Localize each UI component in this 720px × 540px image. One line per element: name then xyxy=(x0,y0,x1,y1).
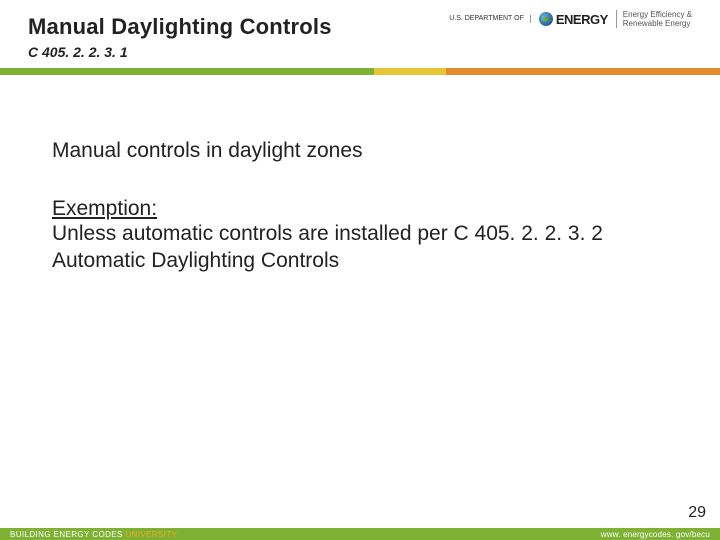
footer-org: BUILDING ENERGY CODES UNIVERSITY xyxy=(10,530,177,539)
bar-segment-green xyxy=(0,68,374,75)
header: Manual Daylighting Controls C 405. 2. 2.… xyxy=(0,0,720,60)
page-number: 29 xyxy=(688,504,706,522)
exemption-text: Unless automatic controls are installed … xyxy=(52,222,603,272)
eere-line2: Renewable Energy xyxy=(623,19,691,28)
slide: Manual Daylighting Controls C 405. 2. 2.… xyxy=(0,0,720,540)
energy-logo: ENERGY xyxy=(539,12,608,27)
bar-segment-orange xyxy=(446,68,720,75)
section-code: C 405. 2. 2. 3. 1 xyxy=(28,44,332,60)
eere-label: Energy Efficiency & Renewable Energy xyxy=(616,10,692,28)
exemption-block: Exemption: Unless automatic controls are… xyxy=(52,197,674,275)
footer-bar: BUILDING ENERGY CODES UNIVERSITY www. en… xyxy=(0,528,720,540)
lead-text: Manual controls in daylight zones xyxy=(52,139,674,163)
footer-org-prefix: BUILDING ENERGY CODES xyxy=(10,530,125,539)
accent-bar xyxy=(0,68,720,75)
energy-wordmark: ENERGY xyxy=(556,12,608,27)
page-title: Manual Daylighting Controls xyxy=(28,14,332,40)
exemption-label: Exemption: xyxy=(52,197,157,220)
bar-segment-yellow xyxy=(374,68,446,75)
footer-org-suffix: UNIVERSITY xyxy=(125,530,177,539)
footer: 29 BUILDING ENERGY CODES UNIVERSITY www.… xyxy=(0,528,720,540)
doe-dept-label: U.S. DEPARTMENT OF xyxy=(449,15,531,23)
content-area: Manual controls in daylight zones Exempt… xyxy=(0,75,720,540)
title-block: Manual Daylighting Controls C 405. 2. 2.… xyxy=(28,14,332,60)
header-row: Manual Daylighting Controls C 405. 2. 2.… xyxy=(28,14,692,60)
footer-url: www. energycodes. gov/becu xyxy=(601,530,710,539)
energy-globe-icon xyxy=(539,12,553,26)
doe-logo-block: U.S. DEPARTMENT OF ENERGY Energy Efficie… xyxy=(449,10,692,28)
eere-line1: Energy Efficiency & xyxy=(623,10,692,19)
